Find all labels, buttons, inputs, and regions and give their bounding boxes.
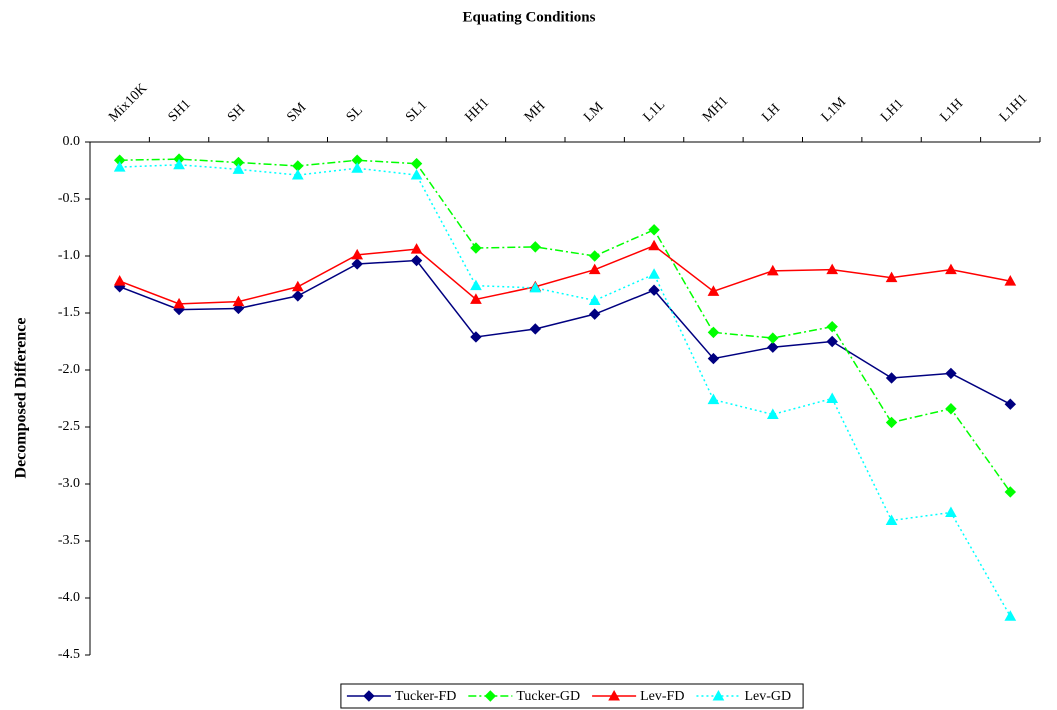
data-point: [826, 263, 839, 275]
series-line: [119, 244, 1011, 305]
legend-box: [340, 683, 804, 709]
data-point: [945, 403, 957, 415]
data-point: [707, 352, 720, 365]
y-tick-label: -4.5: [58, 647, 80, 662]
data-point: [945, 263, 957, 275]
data-point: [707, 326, 720, 339]
data-point: [766, 408, 779, 419]
data-point: [707, 393, 720, 405]
data-point: [232, 295, 245, 307]
y-tick-label: 0.0: [63, 134, 81, 149]
data-point: [470, 293, 482, 304]
y-tick-label: -3.0: [58, 476, 80, 491]
data-point: [529, 241, 542, 253]
data-point: [588, 308, 601, 320]
data-point: [470, 331, 482, 343]
data-point: [588, 294, 601, 305]
data-point: [826, 320, 838, 333]
x-tick-label: LH: [759, 101, 783, 125]
y-axis-title: Decomposed Difference: [13, 318, 30, 479]
y-tick-label: -2.5: [58, 419, 80, 434]
data-point: [351, 258, 363, 270]
y-tick-label: -3.5: [58, 533, 80, 548]
legend-label: Lev-GD: [744, 689, 791, 704]
chart-title: Equating Conditions: [463, 9, 596, 25]
legend-marker: [363, 690, 375, 702]
data-point: [885, 416, 898, 429]
data-point: [470, 279, 482, 291]
x-tick-label: L1H: [937, 96, 966, 125]
x-tick-label: LM: [581, 99, 607, 125]
data-point: [588, 250, 601, 262]
x-tick-label: L1H1: [997, 91, 1031, 125]
legend-marker: [712, 689, 725, 701]
x-tick-label: MH: [522, 99, 549, 126]
data-point: [767, 341, 779, 353]
data-point: [529, 323, 542, 335]
series-line: [119, 164, 1011, 617]
data-point: [232, 163, 245, 174]
data-point: [588, 263, 601, 275]
legend: Tucker-FD Tucker-GD Lev-FD Lev-GD: [340, 683, 804, 709]
series-line: [119, 158, 1011, 493]
data-point: [291, 169, 304, 180]
x-tick-label: SH1: [166, 97, 194, 125]
x-tick-label: SL1: [403, 98, 430, 125]
x-tick-label: MH1: [700, 94, 732, 126]
data-point: [113, 275, 126, 286]
x-tick-label: Mix10K: [106, 81, 150, 125]
data-point: [173, 297, 185, 309]
data-point: [766, 264, 779, 276]
data-point: [1004, 486, 1017, 498]
data-point: [826, 335, 838, 348]
y-tick-label: -1.0: [58, 248, 80, 263]
data-point: [648, 239, 660, 251]
data-point: [173, 158, 185, 170]
y-tick-label: -2.0: [58, 362, 80, 377]
legend-marker: [484, 690, 497, 702]
x-tick-label: L1L: [641, 97, 669, 125]
data-point: [885, 271, 898, 283]
legend-label: Tucker-GD: [516, 689, 580, 704]
data-point: [648, 284, 660, 296]
data-point: [707, 285, 720, 296]
x-tick-label: SH: [225, 102, 248, 125]
y-tick-label: -4.0: [58, 590, 80, 605]
x-tick-label: SL: [344, 103, 366, 125]
data-point: [1004, 275, 1017, 286]
data-point: [648, 268, 660, 279]
y-tick-label: -0.5: [58, 191, 80, 206]
data-point: [945, 367, 957, 380]
data-point: [767, 332, 779, 344]
data-point: [410, 254, 423, 267]
y-tick-label: -1.5: [58, 305, 80, 320]
data-point: [113, 161, 126, 172]
data-point: [826, 392, 839, 403]
data-point: [1004, 610, 1017, 621]
data-point: [351, 248, 364, 260]
data-point: [470, 242, 482, 254]
legend-marker: [608, 689, 620, 701]
data-point: [410, 169, 423, 180]
data-point: [291, 280, 304, 292]
x-tick-label: SM: [284, 100, 309, 125]
x-tick-label: L1M: [819, 94, 850, 125]
x-tick-label: HH1: [462, 95, 492, 125]
data-point: [1004, 398, 1017, 410]
x-tick-label: LH1: [878, 96, 907, 125]
data-point: [292, 290, 304, 302]
data-point: [410, 243, 423, 254]
data-point: [885, 514, 898, 525]
data-point: [945, 506, 957, 517]
data-point: [648, 224, 660, 236]
data-point: [885, 372, 898, 384]
legend-label: Lev-FD: [640, 689, 684, 704]
series-line: [119, 259, 1011, 405]
data-point: [529, 281, 542, 293]
data-point: [351, 162, 364, 173]
legend-label: Tucker-FD: [395, 689, 456, 704]
data-point: [410, 157, 423, 170]
